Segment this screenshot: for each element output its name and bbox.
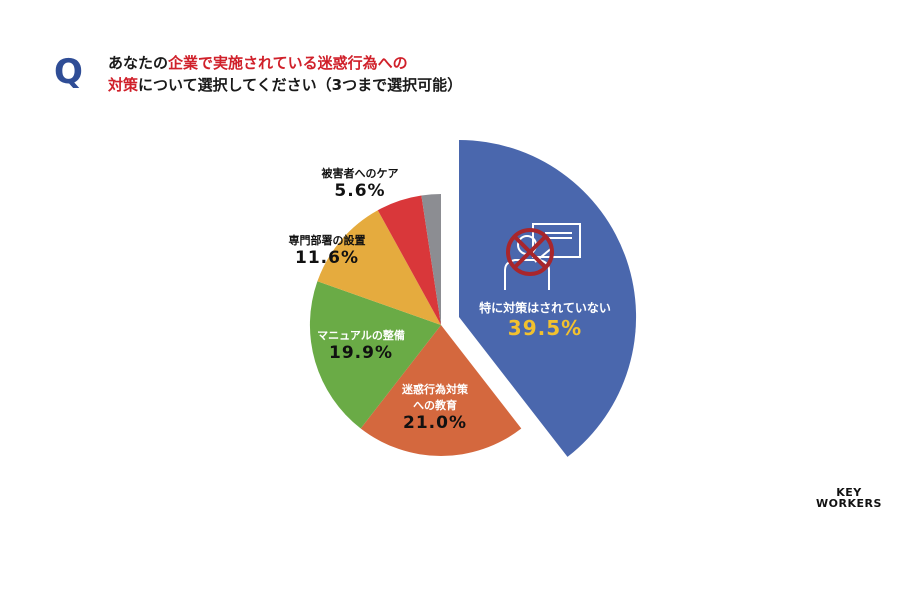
title-line-1: あなたの企業で実施されている迷惑行為への [108, 52, 462, 74]
label-pct: 19.9% [329, 343, 393, 363]
slice-blue [459, 139, 637, 457]
logo-line-2: WORKERS [816, 497, 882, 510]
title-text: あなたの [108, 54, 169, 72]
slice-yellow [317, 210, 441, 325]
label-yellow: 専門部署の設置 11.6% [272, 232, 382, 268]
label-red: 被害者へのケア 5.6% [310, 165, 410, 201]
label-pct: 5.6% [334, 181, 386, 201]
slice-green [309, 281, 441, 429]
label-name: マニュアルの整備 [317, 329, 405, 342]
slice-orange [360, 325, 522, 456]
label-orange: 迷惑行為対策 への教育 21.0% [385, 381, 485, 433]
keyworkers-logo: KEY WORKERS [816, 487, 882, 509]
logo-line-1: KEY [836, 486, 862, 499]
label-name: 被害者へのケア [321, 167, 399, 180]
label-name: 専門部署の設置 [288, 234, 366, 247]
label-name: 特に対策はされていない [479, 301, 611, 315]
label-name: への教育 [413, 399, 457, 412]
title-line-2: 対策について選択してください（3つまで選択可能） [108, 74, 462, 96]
label-name: 迷惑行為対策 [402, 383, 468, 396]
label-green: マニュアルの整備 19.9% [306, 327, 416, 363]
title-highlight: 企業で実施されている迷惑行為への [168, 54, 408, 72]
slice-gray [421, 194, 441, 325]
prohibited-icon [506, 228, 554, 276]
slice-red [377, 195, 441, 325]
label-pct: 21.0% [403, 413, 467, 433]
title-text: について選択してください（3つまで選択可能） [138, 76, 463, 94]
question-title: あなたの企業で実施されている迷惑行為への 対策について選択してください（3つまで… [108, 52, 462, 96]
question-mark-icon: Q [54, 52, 83, 92]
title-highlight: 対策 [108, 76, 139, 94]
label-blue: 特に対策はされていない 39.5% [465, 299, 625, 340]
label-pct: 11.6% [295, 248, 359, 268]
label-pct: 39.5% [507, 316, 583, 340]
